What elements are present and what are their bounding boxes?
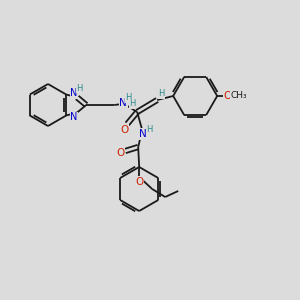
Text: N: N xyxy=(139,129,147,139)
Text: H: H xyxy=(158,89,164,98)
Text: O: O xyxy=(135,177,143,187)
Text: N: N xyxy=(119,98,127,108)
Text: O: O xyxy=(116,148,124,158)
Text: H: H xyxy=(125,94,131,103)
Text: N: N xyxy=(70,112,78,122)
Text: O: O xyxy=(223,91,231,101)
Text: CH₃: CH₃ xyxy=(231,92,247,100)
Text: N: N xyxy=(70,88,78,98)
Text: O: O xyxy=(120,125,128,135)
Text: H: H xyxy=(76,84,83,93)
Text: H: H xyxy=(146,124,152,134)
Text: H: H xyxy=(129,100,135,109)
